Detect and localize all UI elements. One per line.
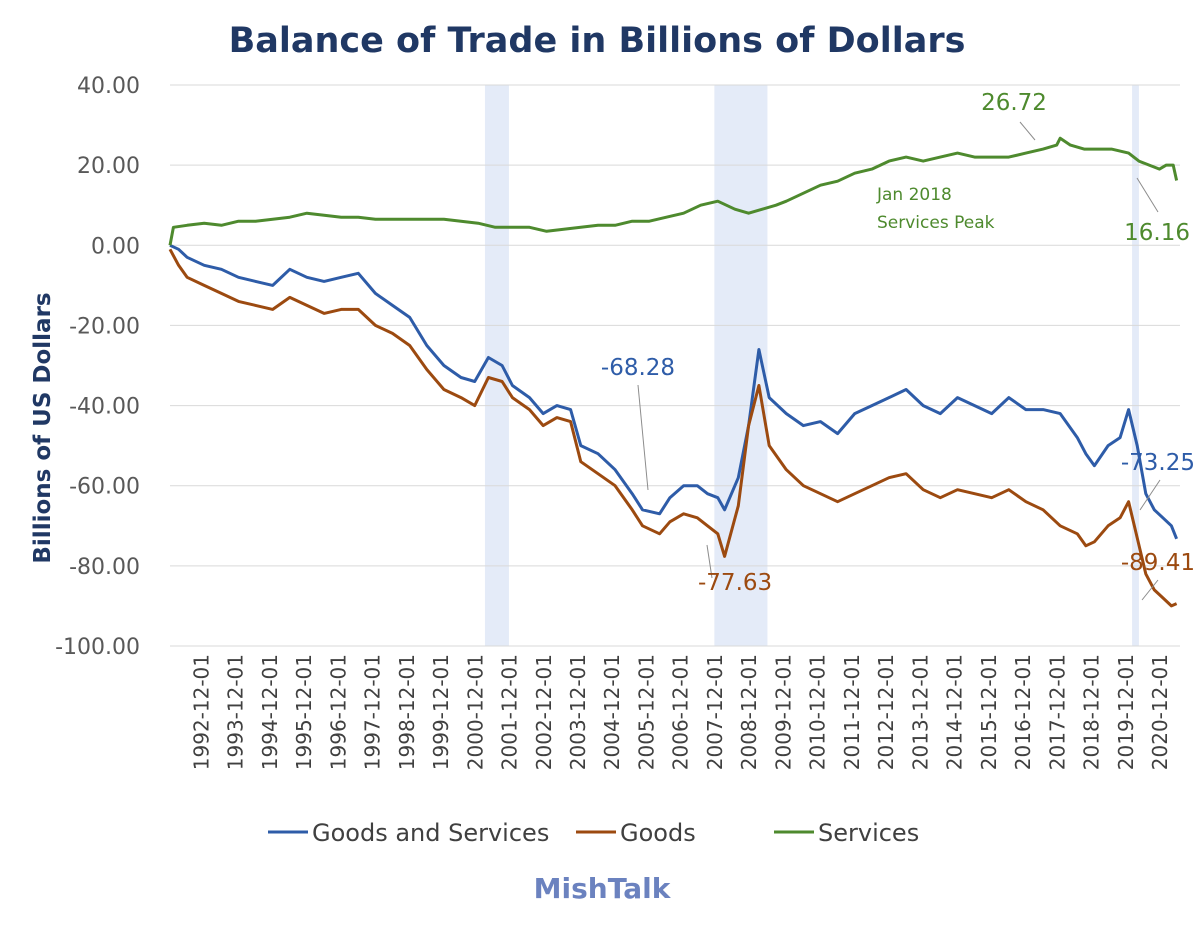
x-tick-label: 1996-12-01 <box>326 654 350 770</box>
y-tick-label: 20.00 <box>77 154 140 179</box>
annotations: 26.72 16.16 Jan 2018 Services Peak -68.28 -77… <box>601 90 1195 601</box>
x-tick-label: 2009-12-01 <box>771 654 795 770</box>
y-tick-label: -40.00 <box>69 395 140 420</box>
y-tick-label: 0.00 <box>91 234 140 259</box>
annotation-label: -73.25 <box>1121 450 1195 476</box>
legend-label: Goods and Services <box>312 819 549 847</box>
x-tick-label: 2003-12-01 <box>566 654 590 770</box>
annotation-label: 16.16 <box>1124 220 1190 246</box>
series-line <box>168 248 1178 608</box>
x-tick-label: 1993-12-01 <box>224 654 248 770</box>
x-tick-label: 1999-12-01 <box>429 654 453 770</box>
x-tick-label: 2020-12-01 <box>1148 654 1172 770</box>
x-tick-label: 2016-12-01 <box>1011 654 1035 770</box>
x-tick-label: 2011-12-01 <box>840 654 864 770</box>
annotation-label: -68.28 <box>601 355 675 381</box>
x-tick-label: 2001-12-01 <box>498 654 522 770</box>
legend-label: Services <box>818 819 919 847</box>
x-tick-label: 2013-12-01 <box>908 654 932 770</box>
y-tick-label: 40.00 <box>77 74 140 99</box>
annotation-label: -89.41 <box>1121 550 1195 576</box>
annotation-leader-line <box>637 384 649 491</box>
recession-band <box>1132 85 1139 646</box>
x-tick-label: 2017-12-01 <box>1045 654 1069 770</box>
y-tick-label: -80.00 <box>69 555 140 580</box>
x-tick-label: 2007-12-01 <box>703 654 727 770</box>
x-tick-label: 1997-12-01 <box>361 654 385 770</box>
x-tick-label: 1992-12-01 <box>189 654 213 770</box>
legend-label: Goods <box>620 819 696 847</box>
series-line <box>168 136 1179 246</box>
x-tick-label: 2005-12-01 <box>634 654 658 770</box>
annotation-label: Jan 2018 <box>876 185 952 205</box>
recession-band <box>714 85 768 646</box>
x-tick-label: 1998-12-01 <box>395 654 419 770</box>
annotation-leader-line <box>1136 177 1159 213</box>
recession-band <box>484 85 509 646</box>
x-tick-label: 1994-12-01 <box>258 654 282 770</box>
y-axis-ticks: 40.00 20.00 0.00 -20.00 -40.00 -60.00 -80.00 -1… <box>55 74 140 660</box>
annotation-label: -77.63 <box>698 570 772 596</box>
series-lines <box>168 136 1179 608</box>
annotation-leader-line <box>1141 579 1159 601</box>
y-tick-label: -100.00 <box>55 635 140 660</box>
annotation-leader-line <box>1019 121 1036 141</box>
x-tick-label: 2004-12-01 <box>600 654 624 770</box>
x-tick-label: 2002-12-01 <box>532 654 556 770</box>
x-axis-ticks: 1992-12-01 1993-12-01 1994-12-01 1995-12-01… <box>189 654 1172 770</box>
annotation-label: Services Peak <box>877 213 995 233</box>
annotation-leader-line <box>706 544 713 579</box>
watermark: MishTalk <box>534 872 672 905</box>
x-tick-label: 2015-12-01 <box>977 654 1001 770</box>
gridlines <box>170 84 1180 647</box>
x-tick-label: 2012-12-01 <box>874 654 898 770</box>
x-tick-label: 1995-12-01 <box>292 654 316 770</box>
x-tick-label: 2018-12-01 <box>1080 654 1104 770</box>
series-line <box>169 243 1178 540</box>
x-tick-label: 2006-12-01 <box>669 654 693 770</box>
y-tick-label: -60.00 <box>69 475 140 500</box>
y-tick-label: -20.00 <box>69 314 140 339</box>
x-tick-label: 2019-12-01 <box>1114 654 1138 770</box>
annotation-leader-line <box>1139 479 1161 511</box>
recession-bands <box>484 85 1139 646</box>
annotation-label: 26.72 <box>981 90 1047 116</box>
x-tick-label: 2008-12-01 <box>737 654 761 770</box>
x-tick-label: 2014-12-01 <box>943 654 967 770</box>
y-axis-label: Billions of US Dollars <box>30 292 56 563</box>
legend: Goods and Services Goods Services <box>268 819 919 847</box>
x-tick-label: 2000-12-01 <box>463 654 487 770</box>
chart-title: Balance of Trade in Billions of Dollars <box>229 21 966 61</box>
x-tick-label: 2010-12-01 <box>806 654 830 770</box>
